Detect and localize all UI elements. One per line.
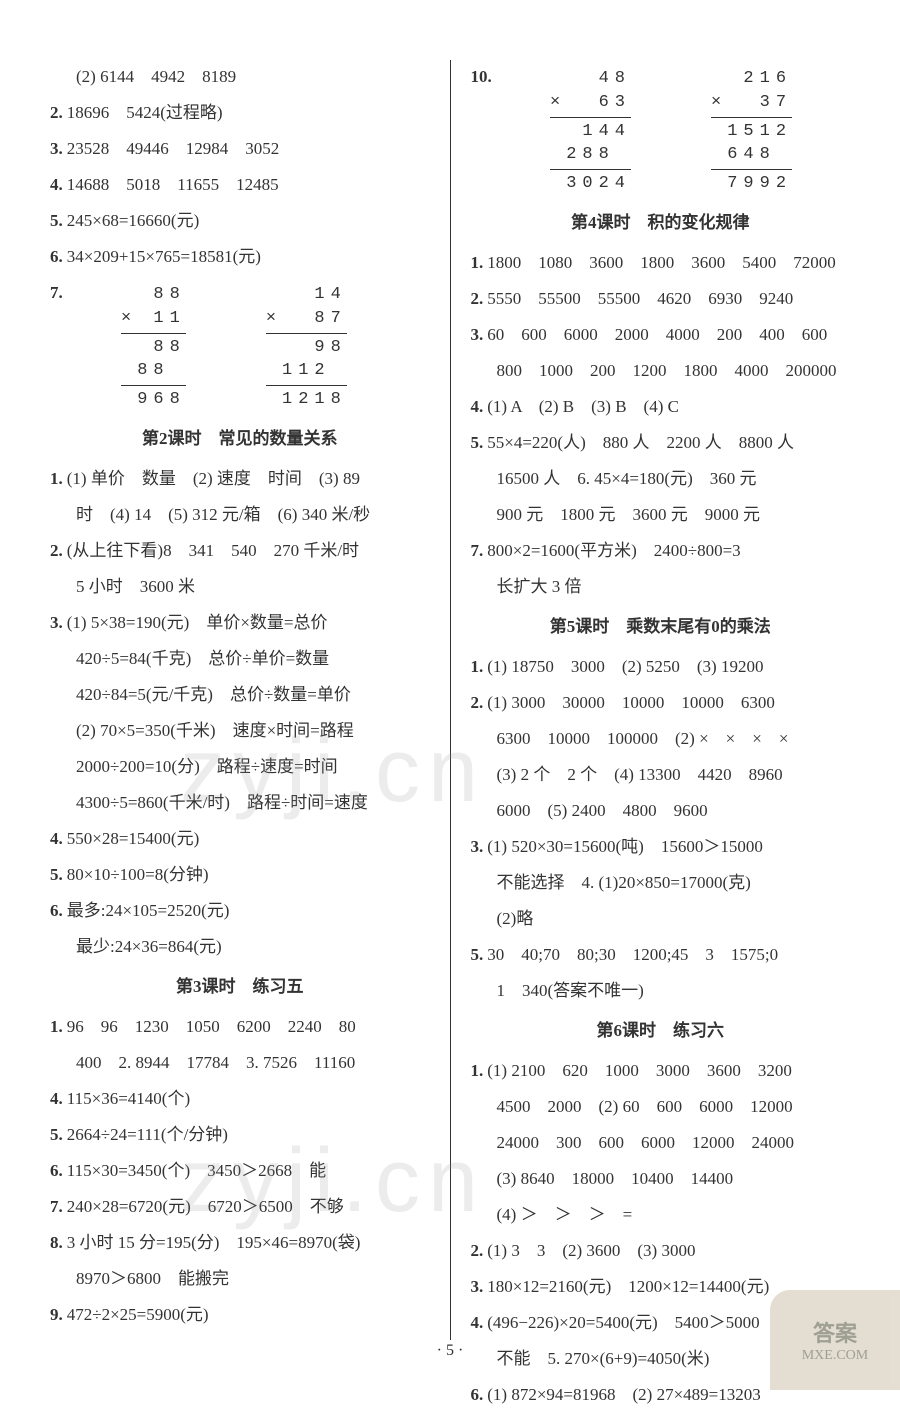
calc-row: 7. 88 × 11 88 88 968 14 × 87 98 — [50, 276, 430, 416]
text-line: 7.240×28=6720(元) 6720＞6500 不够 — [50, 1190, 430, 1224]
text-line: (3) 8640 18000 10400 14400 — [471, 1162, 851, 1196]
vertical-calc: 48 × 63 144 288 3024 — [550, 67, 631, 196]
text-line: 4.(1) A (2) B (3) B (4) C — [471, 390, 851, 424]
text-line: 6.34×209+15×765=18581(元) — [50, 240, 430, 274]
text-line: 2.18696 5424(过程略) — [50, 96, 430, 130]
text-line: 7.800×2=1600(平方米) 2400÷800=3 — [471, 534, 851, 568]
text-line: 3.23528 49446 12984 3052 — [50, 132, 430, 166]
text-line: 400 2. 8944 17784 3. 7526 11160 — [50, 1046, 430, 1080]
text-line: (2) 70×5=350(千米) 速度×时间=路程 — [50, 714, 430, 748]
badge-title: 答案 — [813, 1316, 857, 1348]
text-line: 9.472÷2×25=5900(元) — [50, 1298, 430, 1332]
left-column: (2) 6144 4942 8189 2.18696 5424(过程略) 3.2… — [50, 60, 430, 1340]
content-columns: (2) 6144 4942 8189 2.18696 5424(过程略) 3.2… — [50, 60, 850, 1340]
text-line: 800 1000 200 1200 1800 4000 200000 — [471, 354, 851, 388]
text-line: 1 340(答案不唯一) — [471, 974, 851, 1008]
vertical-calc: 14 × 87 98 112 1218 — [266, 283, 347, 412]
text-line: 5.30 40;70 80;30 1200;45 3 1575;0 — [471, 938, 851, 972]
text-line: 2.5550 55500 55500 4620 6930 9240 — [471, 282, 851, 316]
text-line: 3.(1) 5×38=190(元) 单价×数量=总价 — [50, 606, 430, 640]
section-title: 第4课时 积的变化规律 — [471, 206, 851, 240]
corner-badge: 答案 MXE.COM — [770, 1290, 900, 1390]
text-line: 6000 (5) 2400 4800 9600 — [471, 794, 851, 828]
text-line: 不能选择 4. (1)20×850=17000(克) — [471, 866, 851, 900]
text-line: 900 元 1800 元 3600 元 9000 元 — [471, 498, 851, 532]
text-line: 3.(1) 520×30=15600(吨) 15600＞15000 — [471, 830, 851, 864]
text-line: 4500 2000 (2) 60 600 6000 12000 — [471, 1090, 851, 1124]
text-line: 2000÷200=10(分) 路程÷速度=时间 — [50, 750, 430, 784]
section-title: 第5课时 乘数末尾有0的乘法 — [471, 610, 851, 644]
text-line: 最少:24×36=864(元) — [50, 930, 430, 964]
text-line: 6.最多:24×105=2520(元) — [50, 894, 430, 928]
text-line: 1.(1) 2100 620 1000 3000 3600 3200 — [471, 1054, 851, 1088]
text-line: 2.(从上往下看)8 341 540 270 千米/时 — [50, 534, 430, 568]
text-line: (3) 2 个 2 个 (4) 13300 4420 8960 — [471, 758, 851, 792]
text-line: (4) ＞ ＞ ＞ = — [471, 1198, 851, 1232]
text-line: 8.3 小时 15 分=195(分) 195×46=8970(袋) — [50, 1226, 430, 1260]
badge-url: MXE.COM — [802, 1348, 869, 1364]
text-line: 6.115×30=3450(个) 3450＞2668 能 — [50, 1154, 430, 1188]
text-line: 24000 300 600 6000 12000 24000 — [471, 1126, 851, 1160]
text-line: 16500 人 6. 45×4=180(元) 360 元 — [471, 462, 851, 496]
section-title: 第6课时 练习六 — [471, 1014, 851, 1048]
vertical-calc: 88 × 11 88 88 968 — [121, 283, 186, 412]
text-line: (2) 6144 4942 8189 — [50, 60, 430, 94]
text-line: 2.(1) 3 3 (2) 3600 (3) 3000 — [471, 1234, 851, 1268]
text-line: 4.550×28=15400(元) — [50, 822, 430, 856]
right-column: 10. 48 × 63 144 288 3024 216 × 37 1512 — [471, 60, 851, 1340]
text-line: 5 小时 3600 米 — [50, 570, 430, 604]
section-title: 第2课时 常见的数量关系 — [50, 422, 430, 456]
text-line: 4.115×36=4140(个) — [50, 1082, 430, 1116]
text-line: 3.60 600 6000 2000 4000 200 400 600 — [471, 318, 851, 352]
section-title: 第3课时 练习五 — [50, 970, 430, 1004]
text-line: 1.1800 1080 3600 1800 3600 5400 72000 — [471, 246, 851, 280]
calc-row: 10. 48 × 63 144 288 3024 216 × 37 1512 — [471, 60, 851, 200]
text-line: 420÷84=5(元/千克) 总价÷数量=单价 — [50, 678, 430, 712]
text-line: 6300 10000 100000 (2) × × × × — [471, 722, 851, 756]
text-line: 4300÷5=860(千米/时) 路程÷时间=速度 — [50, 786, 430, 820]
text-line: 长扩大 3 倍 — [471, 570, 851, 604]
page-number: · 5 · — [0, 1342, 900, 1360]
text-line: 420÷5=84(千克) 总价÷单价=数量 — [50, 642, 430, 676]
text-line: 时 (4) 14 (5) 312 元/箱 (6) 340 米/秒 — [50, 498, 430, 532]
text-line: 1.(1) 单价 数量 (2) 速度 时间 (3) 89 — [50, 462, 430, 496]
text-line: 2.(1) 3000 30000 10000 10000 6300 — [471, 686, 851, 720]
text-line: 5.80×10÷100=8(分钟) — [50, 858, 430, 892]
text-line: (2)略 — [471, 902, 851, 936]
text-line: 4.14688 5018 11655 12485 — [50, 168, 430, 202]
text-line: 1.(1) 18750 3000 (2) 5250 (3) 19200 — [471, 650, 851, 684]
text-line: 5.55×4=220(人) 880 人 2200 人 8800 人 — [471, 426, 851, 460]
text-line: 8970＞6800 能搬完 — [50, 1262, 430, 1296]
text-line: 1.96 96 1230 1050 6200 2240 80 — [50, 1010, 430, 1044]
vertical-calc: 216 × 37 1512 648 7992 — [711, 67, 792, 196]
text-line: 5.245×68=16660(元) — [50, 204, 430, 238]
column-divider — [450, 60, 451, 1340]
text-line: 5.2664÷24=111(个/分钟) — [50, 1118, 430, 1152]
